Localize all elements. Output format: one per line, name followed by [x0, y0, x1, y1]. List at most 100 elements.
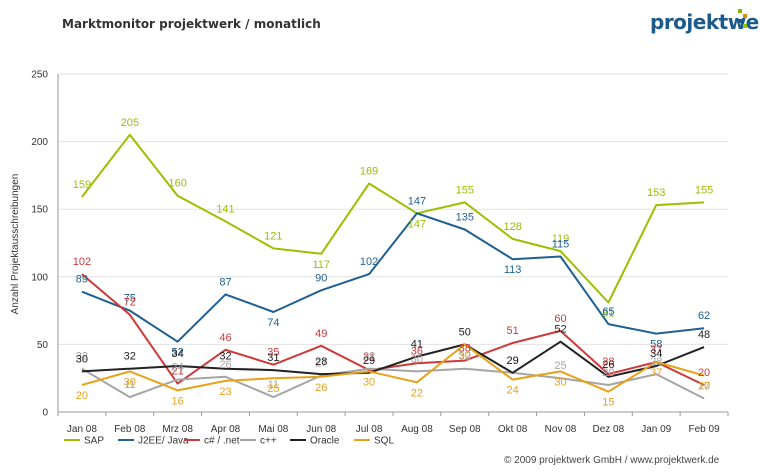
data-label-c: 28: [650, 356, 662, 368]
x-tick-label: Apr 08: [211, 424, 241, 435]
data-label-j2ee-java: 102: [360, 256, 378, 268]
data-label-sap: 128: [503, 221, 521, 233]
data-label-c-net: 28: [602, 356, 614, 368]
legend-label-sap: SAP: [84, 436, 104, 447]
logo-dot-2: [743, 14, 747, 18]
data-label-c-net: 35: [267, 347, 279, 359]
chart-title: Marktmonitor projektwerk / monatlich: [62, 17, 321, 31]
series-line-c: [81, 367, 705, 400]
axes: 0 50 100 150 200 250 Jan 08 Feb 08 Mrz 08 Apr 08 M…: [31, 70, 729, 435]
data-label-c: 32: [459, 351, 471, 363]
data-label-oracle: 32: [124, 351, 136, 363]
logo-dot-4: [743, 24, 747, 28]
data-label-sql: 23: [219, 386, 231, 398]
x-tick-label: Nov 08: [545, 424, 577, 435]
data-label-c-net: 102: [73, 256, 91, 268]
data-label-oracle: 29: [363, 355, 375, 367]
data-label-c: 25: [554, 360, 566, 372]
data-label-c: 30: [411, 353, 423, 365]
logo-dot-3: [738, 19, 742, 23]
data-label-c-net: 20: [698, 367, 710, 379]
data-label-j2ee-java: 87: [219, 276, 231, 288]
data-label-c-net: 51: [507, 325, 519, 337]
data-label-oracle: 48: [698, 329, 710, 341]
series-line-sql: [81, 343, 705, 393]
x-tick-label: Mrz 08: [162, 424, 193, 435]
data-label-oracle: 52: [554, 324, 566, 336]
y-tick-label: 100: [31, 272, 48, 283]
data-label-oracle: 32: [219, 351, 231, 363]
data-label-sql: 37: [650, 367, 662, 379]
data-label-sql: 30: [124, 376, 136, 388]
data-label-sql: 27: [698, 380, 710, 392]
data-label-sap: 119: [552, 233, 570, 245]
data-label-j2ee-java: 89: [76, 274, 88, 286]
data-label-oracle: 29: [507, 355, 519, 367]
x-tick-label: Okt 08: [498, 424, 528, 435]
data-label-sap: 155: [695, 184, 713, 196]
gridlines: [58, 73, 728, 345]
x-tick-label: Mai 08: [258, 424, 288, 435]
data-label-sql: 30: [363, 376, 375, 388]
data-label-sap: 141: [216, 203, 234, 215]
data-label-c-net: 72: [124, 297, 136, 309]
x-tick-label: Jan 08: [67, 424, 97, 435]
x-tick-label: Jul 08: [356, 424, 383, 435]
data-label-sap: 153: [647, 187, 665, 199]
data-label-j2ee-java: 135: [456, 211, 474, 223]
y-tick-label: 0: [42, 408, 48, 419]
series-line-j2ee-java: [81, 212, 705, 343]
data-label-oracle: 34: [172, 348, 184, 360]
series-line-c-net: [81, 273, 705, 386]
data-label-oracle: 50: [459, 326, 471, 338]
y-tick-label: 50: [37, 340, 49, 351]
y-axis-label: Anzahl Projektausschreibungen: [10, 174, 21, 315]
data-label-c-net: 31: [363, 352, 375, 364]
copyright-footer: © 2009 projektwerk GmbH / www.projektwer…: [504, 455, 720, 466]
data-label-sap: 160: [168, 178, 186, 190]
x-tick-label: Feb 08: [114, 424, 146, 435]
data-label-j2ee-java: 90: [315, 272, 327, 284]
data-label-sql: 16: [172, 395, 184, 407]
x-tick-label: Sep 08: [449, 424, 481, 435]
data-label-sap: 155: [456, 184, 474, 196]
legend-label-c-net: c# / .net: [204, 436, 240, 447]
legend-label-oracle: Oracle: [310, 436, 340, 447]
data-label-oracle: 31: [267, 352, 279, 364]
data-label-sap: 159: [73, 179, 91, 191]
data-label-j2ee-java: 62: [698, 310, 710, 322]
data-label-j2ee-java: 74: [267, 317, 279, 329]
data-label-sql: 30: [554, 376, 566, 388]
data-label-c-net: 38: [459, 343, 471, 355]
data-label-j2ee-java: 113: [504, 264, 522, 276]
legend-label-sql: SQL: [374, 436, 394, 447]
data-label-sap: 117: [312, 259, 330, 271]
data-label-c: 29: [507, 355, 519, 367]
data-label-oracle: 41: [411, 339, 423, 351]
data-label-c: 24: [172, 362, 184, 374]
data-label-sap: 121: [264, 230, 282, 242]
data-label-c: 32: [363, 351, 375, 363]
data-label-c-net: 60: [554, 313, 566, 325]
data-label-c-net: 21: [172, 366, 184, 378]
data-label-sql: 22: [411, 387, 423, 399]
data-label-sql: 15: [602, 397, 614, 409]
data-label-c: 10: [698, 380, 710, 392]
data-label-c-net: 49: [315, 328, 327, 340]
data-label-c: 32: [76, 351, 88, 363]
data-label-sql: 20: [76, 390, 88, 402]
data-label-c-net: 46: [219, 332, 231, 344]
data-label-j2ee-java: 65: [602, 306, 614, 318]
series-line-sap: [81, 133, 705, 304]
data-label-j2ee-java: 58: [650, 339, 662, 351]
data-label-sap: 205: [121, 117, 139, 129]
data-label-c: 27: [315, 357, 327, 369]
data-label-oracle: 26: [602, 359, 614, 371]
data-label-sql: 25: [267, 383, 279, 395]
data-label-sap: 147: [408, 218, 426, 230]
data-label-sap: 81: [602, 307, 614, 319]
data-label-sql: 26: [315, 382, 327, 394]
y-tick-label: 200: [31, 137, 48, 148]
data-label-oracle: 30: [76, 353, 88, 365]
